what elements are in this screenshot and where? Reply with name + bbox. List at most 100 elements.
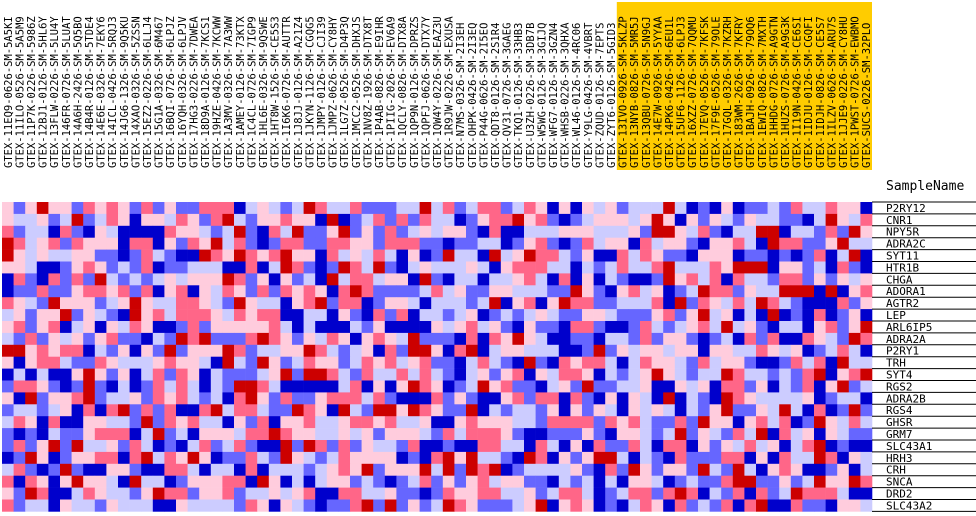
heatmap-cell [535,451,548,465]
heatmap-cell [25,475,38,488]
heatmap-cell [860,451,873,465]
heatmap-cell [628,285,641,298]
heatmap-cell [837,392,850,405]
heatmap-cell [442,225,455,238]
heatmap-cell [524,475,536,488]
heatmap-cell [408,404,420,417]
heatmap-cell [245,344,258,357]
heatmap-cell [280,213,293,227]
heatmap-cell [442,380,455,393]
heatmap-cell [2,344,14,357]
heatmap-cell [454,368,467,381]
sample-label: GTEX-1EWIQ-0826-SM-7MXTH [757,16,769,168]
heatmap-cell [848,273,861,286]
heatmap-cell [94,499,107,512]
heatmap-cell [454,213,467,227]
heatmap-cell [500,356,513,369]
heatmap-cell [361,416,374,429]
heatmap-cell [582,404,594,417]
heatmap-cell [628,416,641,429]
heatmap-cell [512,404,525,417]
heatmap-cell [663,380,676,393]
heatmap-cell [570,487,583,500]
heatmap-cell [280,344,293,357]
heatmap-cell [315,202,328,215]
heatmap-cell [593,487,606,500]
heatmap-cell [326,428,339,441]
heatmap-cell [222,273,235,286]
heatmap-cell [164,249,177,262]
heatmap-cell [71,321,84,334]
heatmap-cell [616,213,629,227]
heatmap-cell [152,380,165,393]
heatmap-cell [640,202,652,215]
heatmap-cell [848,309,861,322]
sample-label: GTEX-11P7K-0226-SM-5986Z [26,16,38,168]
sample-label: GTEX-14B4R-0126-SM-5TDE4 [84,16,96,168]
heatmap-cell [489,213,502,227]
heatmap-cell [408,297,420,310]
heatmap-cell [118,475,130,488]
heatmap-cell [848,225,861,238]
heatmap-cell [83,202,96,215]
heatmap-cell [605,463,618,476]
heatmap-cell [384,213,397,227]
heatmap-cell [431,285,444,298]
heatmap-cell [825,487,838,500]
heatmap-cell [48,487,61,500]
heatmap-cell [245,404,258,417]
heatmap-cell [268,380,281,393]
gene-label: GRM7 [886,428,913,441]
heatmap-cell [547,321,560,334]
heatmap-cell [790,344,803,357]
heatmap-cell [106,392,119,405]
heatmap-cell [234,451,246,465]
heatmap-cell [384,463,397,476]
heatmap-cell [245,380,258,393]
heatmap-cell [790,202,803,215]
heatmap-cell [268,404,281,417]
heatmap-cell [315,332,328,346]
heatmap-cell [570,392,583,405]
heatmap-cell [48,332,61,346]
heatmap-cell [431,213,444,227]
sample-label: GTEX-12BJ1-0126-SM-5HL6Y [38,16,50,168]
heatmap-cell [721,463,734,476]
heatmap-cell [709,463,722,476]
heatmap-cell [419,428,432,441]
heatmap-cell [616,416,629,429]
heatmap-cell [361,321,374,334]
heatmap-cell [361,273,374,286]
heatmap-cell [36,321,49,334]
heatmap-cell [83,237,96,250]
heatmap-cell [500,213,513,227]
heatmap-cell [106,487,119,500]
heatmap-cell [535,392,548,405]
heatmap-cell [152,463,165,476]
gene-label: AGTR2 [886,297,919,310]
heatmap-cell [814,356,826,369]
heatmap-cell [779,368,792,381]
heatmap-cell [384,261,397,274]
heatmap-cell [71,499,84,512]
heatmap-cell [176,356,188,369]
heatmap-cell [837,380,850,393]
heatmap-cell [71,285,84,298]
heatmap-cell [535,273,548,286]
heatmap-cell [268,416,281,429]
heatmap-cell [210,440,223,453]
heatmap-cell [709,202,722,215]
heatmap-cell [686,392,699,405]
heatmap-cell [25,225,38,238]
heatmap-cell [500,297,513,310]
heatmap-cell [106,368,119,381]
heatmap-cell [176,225,188,238]
heatmap-cell [640,440,652,453]
heatmap-cell [13,475,26,488]
heatmap-cell [315,273,328,286]
heatmap-cell [187,344,200,357]
heatmap-cell [651,475,664,488]
heatmap-cell [48,451,61,465]
heatmap-cell [466,440,478,453]
heatmap-cell [593,297,606,310]
